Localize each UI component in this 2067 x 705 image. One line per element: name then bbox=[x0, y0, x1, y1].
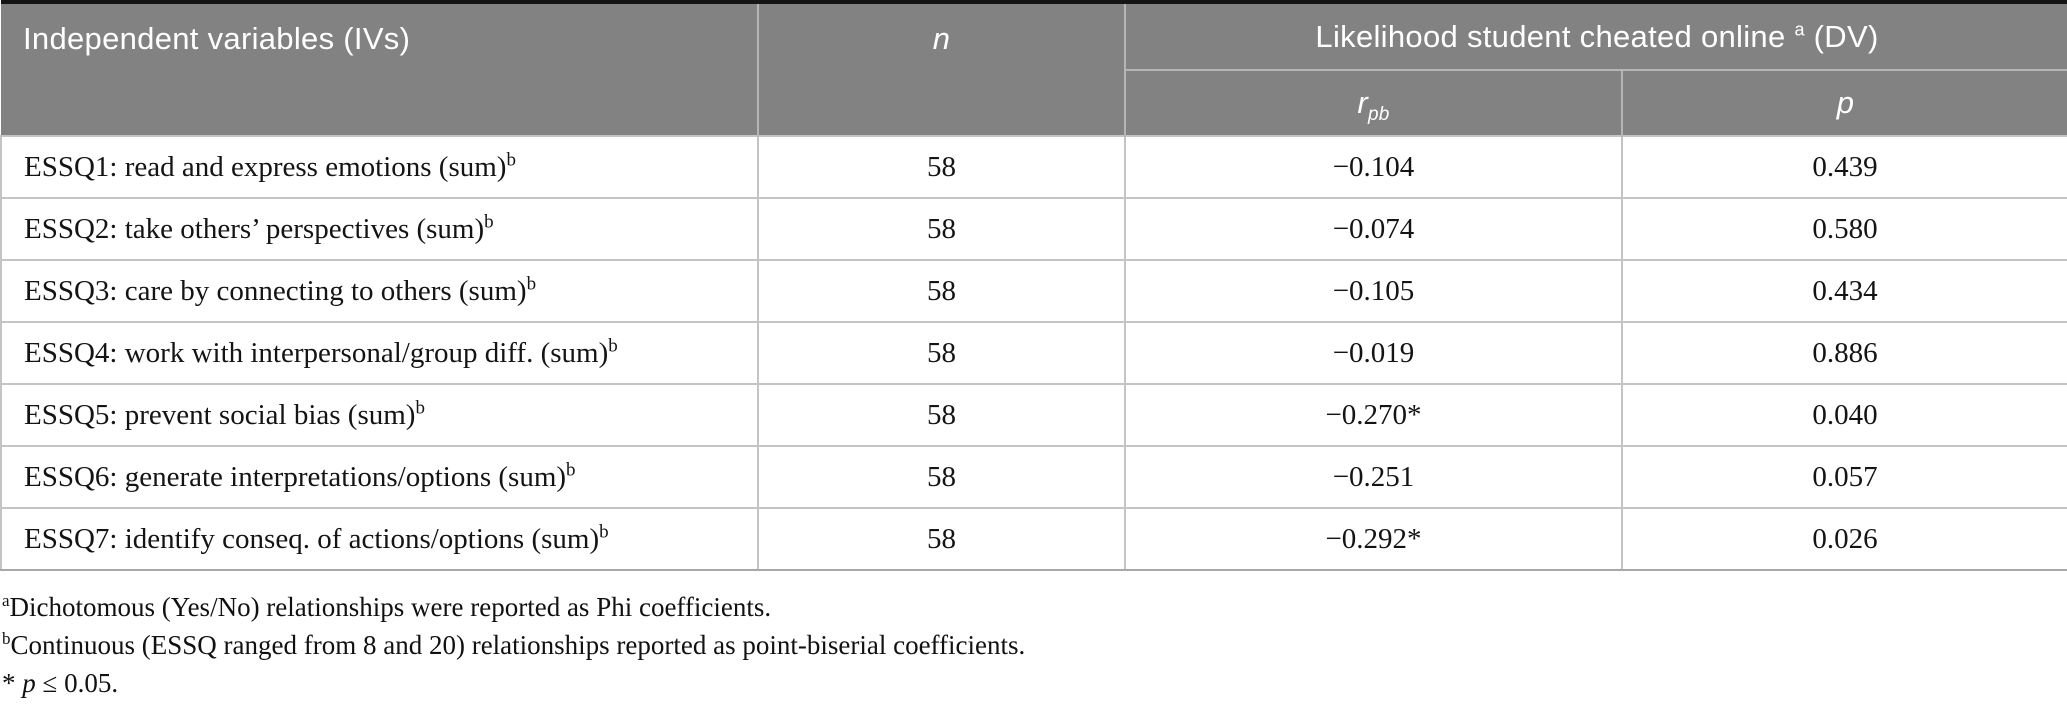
table-row-essq2: ESSQ2: take others’ perspectives (sum)b … bbox=[0, 197, 2067, 261]
cell-rpb: −0.104 bbox=[1124, 135, 1623, 199]
footnote-a-text: Dichotomous (Yes/No) relationships were … bbox=[9, 592, 772, 622]
correlation-table: Independent variables (IVs) n Likelihood… bbox=[0, 0, 2067, 571]
cell-iv: ESSQ5: prevent social bias (sum)b bbox=[0, 383, 759, 447]
iv-footnote-marker: b bbox=[599, 520, 609, 542]
cell-rpb: −0.270* bbox=[1124, 383, 1623, 447]
cell-rpb: −0.292* bbox=[1124, 507, 1623, 571]
cell-p: 0.434 bbox=[1620, 259, 2067, 323]
iv-footnote-marker: b bbox=[506, 148, 516, 170]
cell-n: 58 bbox=[757, 321, 1126, 385]
cell-p: 0.886 bbox=[1620, 321, 2067, 385]
table-row-essq4: ESSQ4: work with interpersonal/group dif… bbox=[0, 321, 2067, 385]
table-row-essq1: ESSQ1: read and express emotions (sum)b … bbox=[0, 135, 2067, 199]
header-p-label: p bbox=[1836, 85, 1855, 120]
header-n: n bbox=[757, 2, 1125, 136]
cell-iv: ESSQ1: read and express emotions (sum)b bbox=[0, 135, 759, 199]
table-row-essq7: ESSQ7: identify conseq. of actions/optio… bbox=[0, 507, 2067, 571]
iv-text: ESSQ1: read and express emotions (sum) bbox=[24, 150, 507, 183]
cell-n: 58 bbox=[757, 445, 1126, 509]
header-row-main: Independent variables (IVs) n Likelihood… bbox=[1, 2, 2067, 136]
table-body: ESSQ1: read and express emotions (sum)b … bbox=[0, 135, 2067, 571]
significance-threshold: ≤ 0.05. bbox=[35, 668, 119, 698]
header-p: p bbox=[1620, 70, 2067, 136]
header-independent-variables: Independent variables (IVs) bbox=[1, 2, 758, 136]
header-rpb: rpb bbox=[1124, 70, 1622, 136]
iv-footnote-marker: b bbox=[415, 396, 425, 418]
iv-text: ESSQ7: identify conseq. of actions/optio… bbox=[24, 522, 600, 555]
header-row-sub: rpb p bbox=[1, 70, 2067, 136]
iv-footnote-marker: b bbox=[484, 210, 494, 232]
significance-p: p bbox=[22, 668, 36, 698]
header-dependent-variable: Likelihood student cheated online a (DV) bbox=[1123, 2, 2067, 71]
cell-p: 0.026 bbox=[1620, 507, 2067, 571]
table-footnotes: aDichotomous (Yes/No) relationships were… bbox=[0, 571, 2067, 702]
cell-n: 58 bbox=[757, 135, 1126, 199]
table-header: Independent variables (IVs) n Likelihood… bbox=[1, 2, 2067, 136]
footnote-a-marker: a bbox=[2, 591, 10, 610]
iv-text: ESSQ5: prevent social bias (sum) bbox=[24, 398, 416, 431]
header-iv-label: Independent variables (IVs) bbox=[23, 21, 411, 56]
footnote-a: aDichotomous (Yes/No) relationships were… bbox=[2, 588, 2067, 626]
cell-iv: ESSQ4: work with interpersonal/group dif… bbox=[0, 321, 759, 385]
cell-p: 0.040 bbox=[1620, 383, 2067, 447]
iv-text: ESSQ2: take others’ perspectives (sum) bbox=[24, 212, 485, 245]
cell-iv: ESSQ7: identify conseq. of actions/optio… bbox=[0, 507, 759, 571]
cell-n: 58 bbox=[757, 383, 1126, 447]
cell-rpb: −0.074 bbox=[1124, 197, 1623, 261]
cell-p: 0.580 bbox=[1620, 197, 2067, 261]
cell-n: 58 bbox=[757, 259, 1126, 323]
cell-n: 58 bbox=[757, 197, 1126, 261]
cell-n: 58 bbox=[757, 507, 1126, 571]
iv-footnote-marker: b bbox=[608, 334, 618, 356]
header-dv-suffix: (DV) bbox=[1813, 18, 1879, 54]
cell-rpb: −0.019 bbox=[1124, 321, 1623, 385]
significance-marker: * bbox=[2, 668, 23, 698]
significance-note: * p ≤ 0.05. bbox=[2, 664, 2067, 702]
cell-rpb: −0.105 bbox=[1124, 259, 1623, 323]
iv-text: ESSQ3: care by connecting to others (sum… bbox=[24, 274, 527, 307]
header-n-label: n bbox=[932, 21, 951, 56]
cell-p: 0.439 bbox=[1620, 135, 2067, 199]
cell-rpb: −0.251 bbox=[1124, 445, 1623, 509]
iv-text: ESSQ6: generate interpretations/options … bbox=[24, 460, 567, 493]
iv-text: ESSQ4: work with interpersonal/group dif… bbox=[24, 336, 609, 369]
footnote-b: bContinuous (ESSQ ranged from 8 and 20) … bbox=[2, 626, 2067, 664]
footnote-b-text: Continuous (ESSQ ranged from 8 and 20) r… bbox=[10, 630, 1026, 660]
cell-iv: ESSQ2: take others’ perspectives (sum)b bbox=[0, 197, 759, 261]
cell-iv: ESSQ3: care by connecting to others (sum… bbox=[0, 259, 759, 323]
header-dv-footnote-marker: a bbox=[1794, 19, 1805, 40]
iv-footnote-marker: b bbox=[526, 272, 537, 294]
header-r-subscript: pb bbox=[1367, 104, 1390, 126]
cell-p: 0.057 bbox=[1620, 445, 2067, 509]
header-r-label: r bbox=[1357, 85, 1368, 120]
table-row-essq5: ESSQ5: prevent social bias (sum)b 58 −0.… bbox=[0, 383, 2067, 447]
table-row-essq3: ESSQ3: care by connecting to others (sum… bbox=[0, 259, 2067, 323]
footnote-b-marker: b bbox=[2, 629, 11, 648]
cell-iv: ESSQ6: generate interpretations/options … bbox=[0, 445, 759, 509]
header-dv-label: Likelihood student cheated online bbox=[1315, 18, 1786, 54]
iv-footnote-marker: b bbox=[566, 458, 576, 480]
table-row-essq6: ESSQ6: generate interpretations/options … bbox=[0, 445, 2067, 509]
